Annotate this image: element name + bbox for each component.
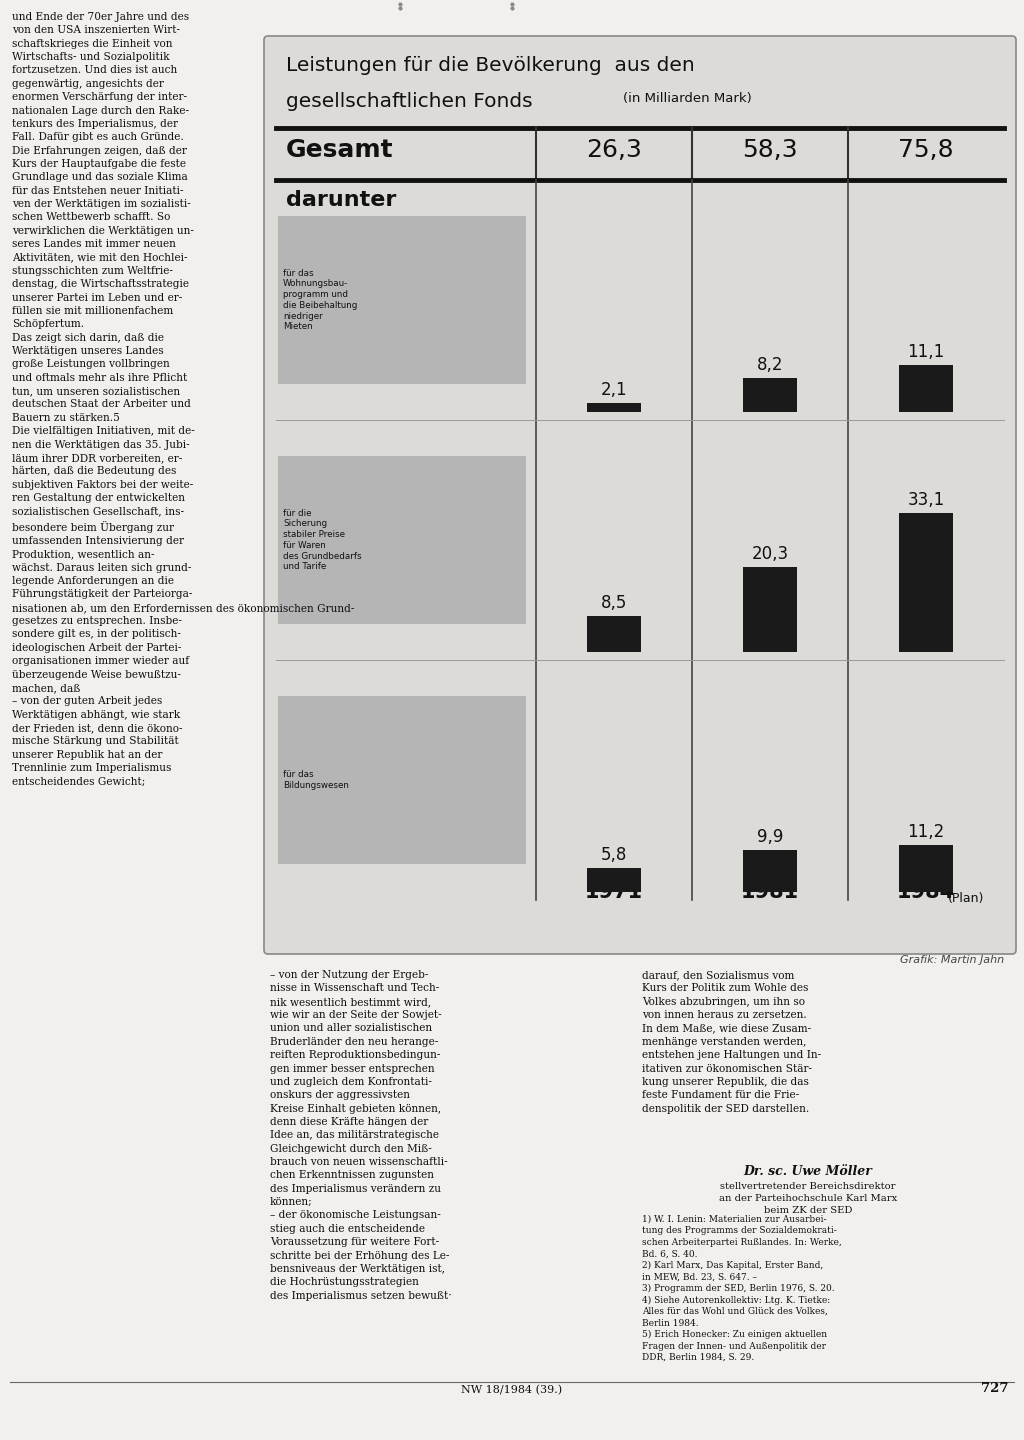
FancyBboxPatch shape [899, 366, 952, 412]
Text: 11,2: 11,2 [907, 822, 944, 841]
Text: 2,1: 2,1 [601, 382, 628, 399]
FancyBboxPatch shape [899, 845, 952, 891]
Text: 5,8: 5,8 [601, 845, 627, 864]
FancyBboxPatch shape [743, 566, 797, 652]
Text: für die
Sicherung
stabiler Preise
für Waren
des Grundbedarfs
und Tarife: für die Sicherung stabiler Preise für Wa… [283, 508, 361, 572]
Text: 33,1: 33,1 [907, 491, 944, 508]
FancyBboxPatch shape [743, 377, 797, 412]
FancyBboxPatch shape [278, 216, 526, 384]
Text: 26,3: 26,3 [586, 138, 642, 161]
Text: 727: 727 [981, 1382, 1008, 1395]
FancyBboxPatch shape [278, 456, 526, 624]
Text: 20,3: 20,3 [752, 544, 788, 563]
Text: für das
Bildungswesen: für das Bildungswesen [283, 770, 349, 791]
Text: 1971: 1971 [585, 881, 643, 901]
Text: 8,5: 8,5 [601, 595, 627, 612]
Text: 8,2: 8,2 [757, 356, 783, 373]
Text: 1981: 1981 [741, 881, 799, 901]
Text: gesellschaftlichen Fonds: gesellschaftlichen Fonds [286, 92, 532, 111]
Text: stellvertretender Bereichsdirektor
an der Parteihochschule Karl Marx
beim ZK der: stellvertretender Bereichsdirektor an de… [719, 1182, 897, 1214]
FancyBboxPatch shape [588, 616, 641, 652]
Text: 58,3: 58,3 [742, 138, 798, 161]
Text: Dr. sc. Uwe Möller: Dr. sc. Uwe Möller [743, 1165, 872, 1178]
Text: für das
Wohnungsbau-
programm und
die Beibehaltung
niedriger
Mieten: für das Wohnungsbau- programm und die Be… [283, 269, 357, 331]
Text: und Ende der 70er Jahre und des
von den USA inszenierten Wirt-
schaftskrieges di: und Ende der 70er Jahre und des von den … [12, 12, 354, 786]
Text: darunter: darunter [286, 190, 396, 210]
Text: (in Milliarden Mark): (in Milliarden Mark) [623, 92, 752, 105]
FancyBboxPatch shape [588, 403, 641, 412]
Text: Gesamt: Gesamt [286, 138, 393, 161]
Text: 9,9: 9,9 [757, 828, 783, 847]
Text: 1984: 1984 [897, 881, 955, 901]
FancyBboxPatch shape [899, 513, 952, 652]
FancyBboxPatch shape [588, 868, 641, 891]
Text: 11,1: 11,1 [907, 343, 944, 361]
Text: darauf, den Sozialismus vom
Kurs der Politik zum Wohle des
Volkes abzubringen, u: darauf, den Sozialismus vom Kurs der Pol… [642, 971, 821, 1113]
FancyBboxPatch shape [278, 696, 526, 864]
Text: (Plan): (Plan) [948, 891, 984, 904]
FancyBboxPatch shape [743, 851, 797, 891]
Text: Leistungen für die Bevölkerung  aus den: Leistungen für die Bevölkerung aus den [286, 56, 694, 75]
Text: Grafik: Martin Jahn: Grafik: Martin Jahn [900, 955, 1004, 965]
Text: 75,8: 75,8 [898, 138, 953, 161]
Text: 1) W. I. Lenin: Materialien zur Ausarbei-
tung des Programms der Sozialdemokrati: 1) W. I. Lenin: Materialien zur Ausarbei… [642, 1215, 842, 1362]
FancyBboxPatch shape [264, 36, 1016, 953]
Text: – von der Nutzung der Ergeb-
nisse in Wissenschaft und Tech-
nik wesentlich best: – von der Nutzung der Ergeb- nisse in Wi… [270, 971, 452, 1300]
Text: NW 18/1984 (39.): NW 18/1984 (39.) [462, 1385, 562, 1395]
